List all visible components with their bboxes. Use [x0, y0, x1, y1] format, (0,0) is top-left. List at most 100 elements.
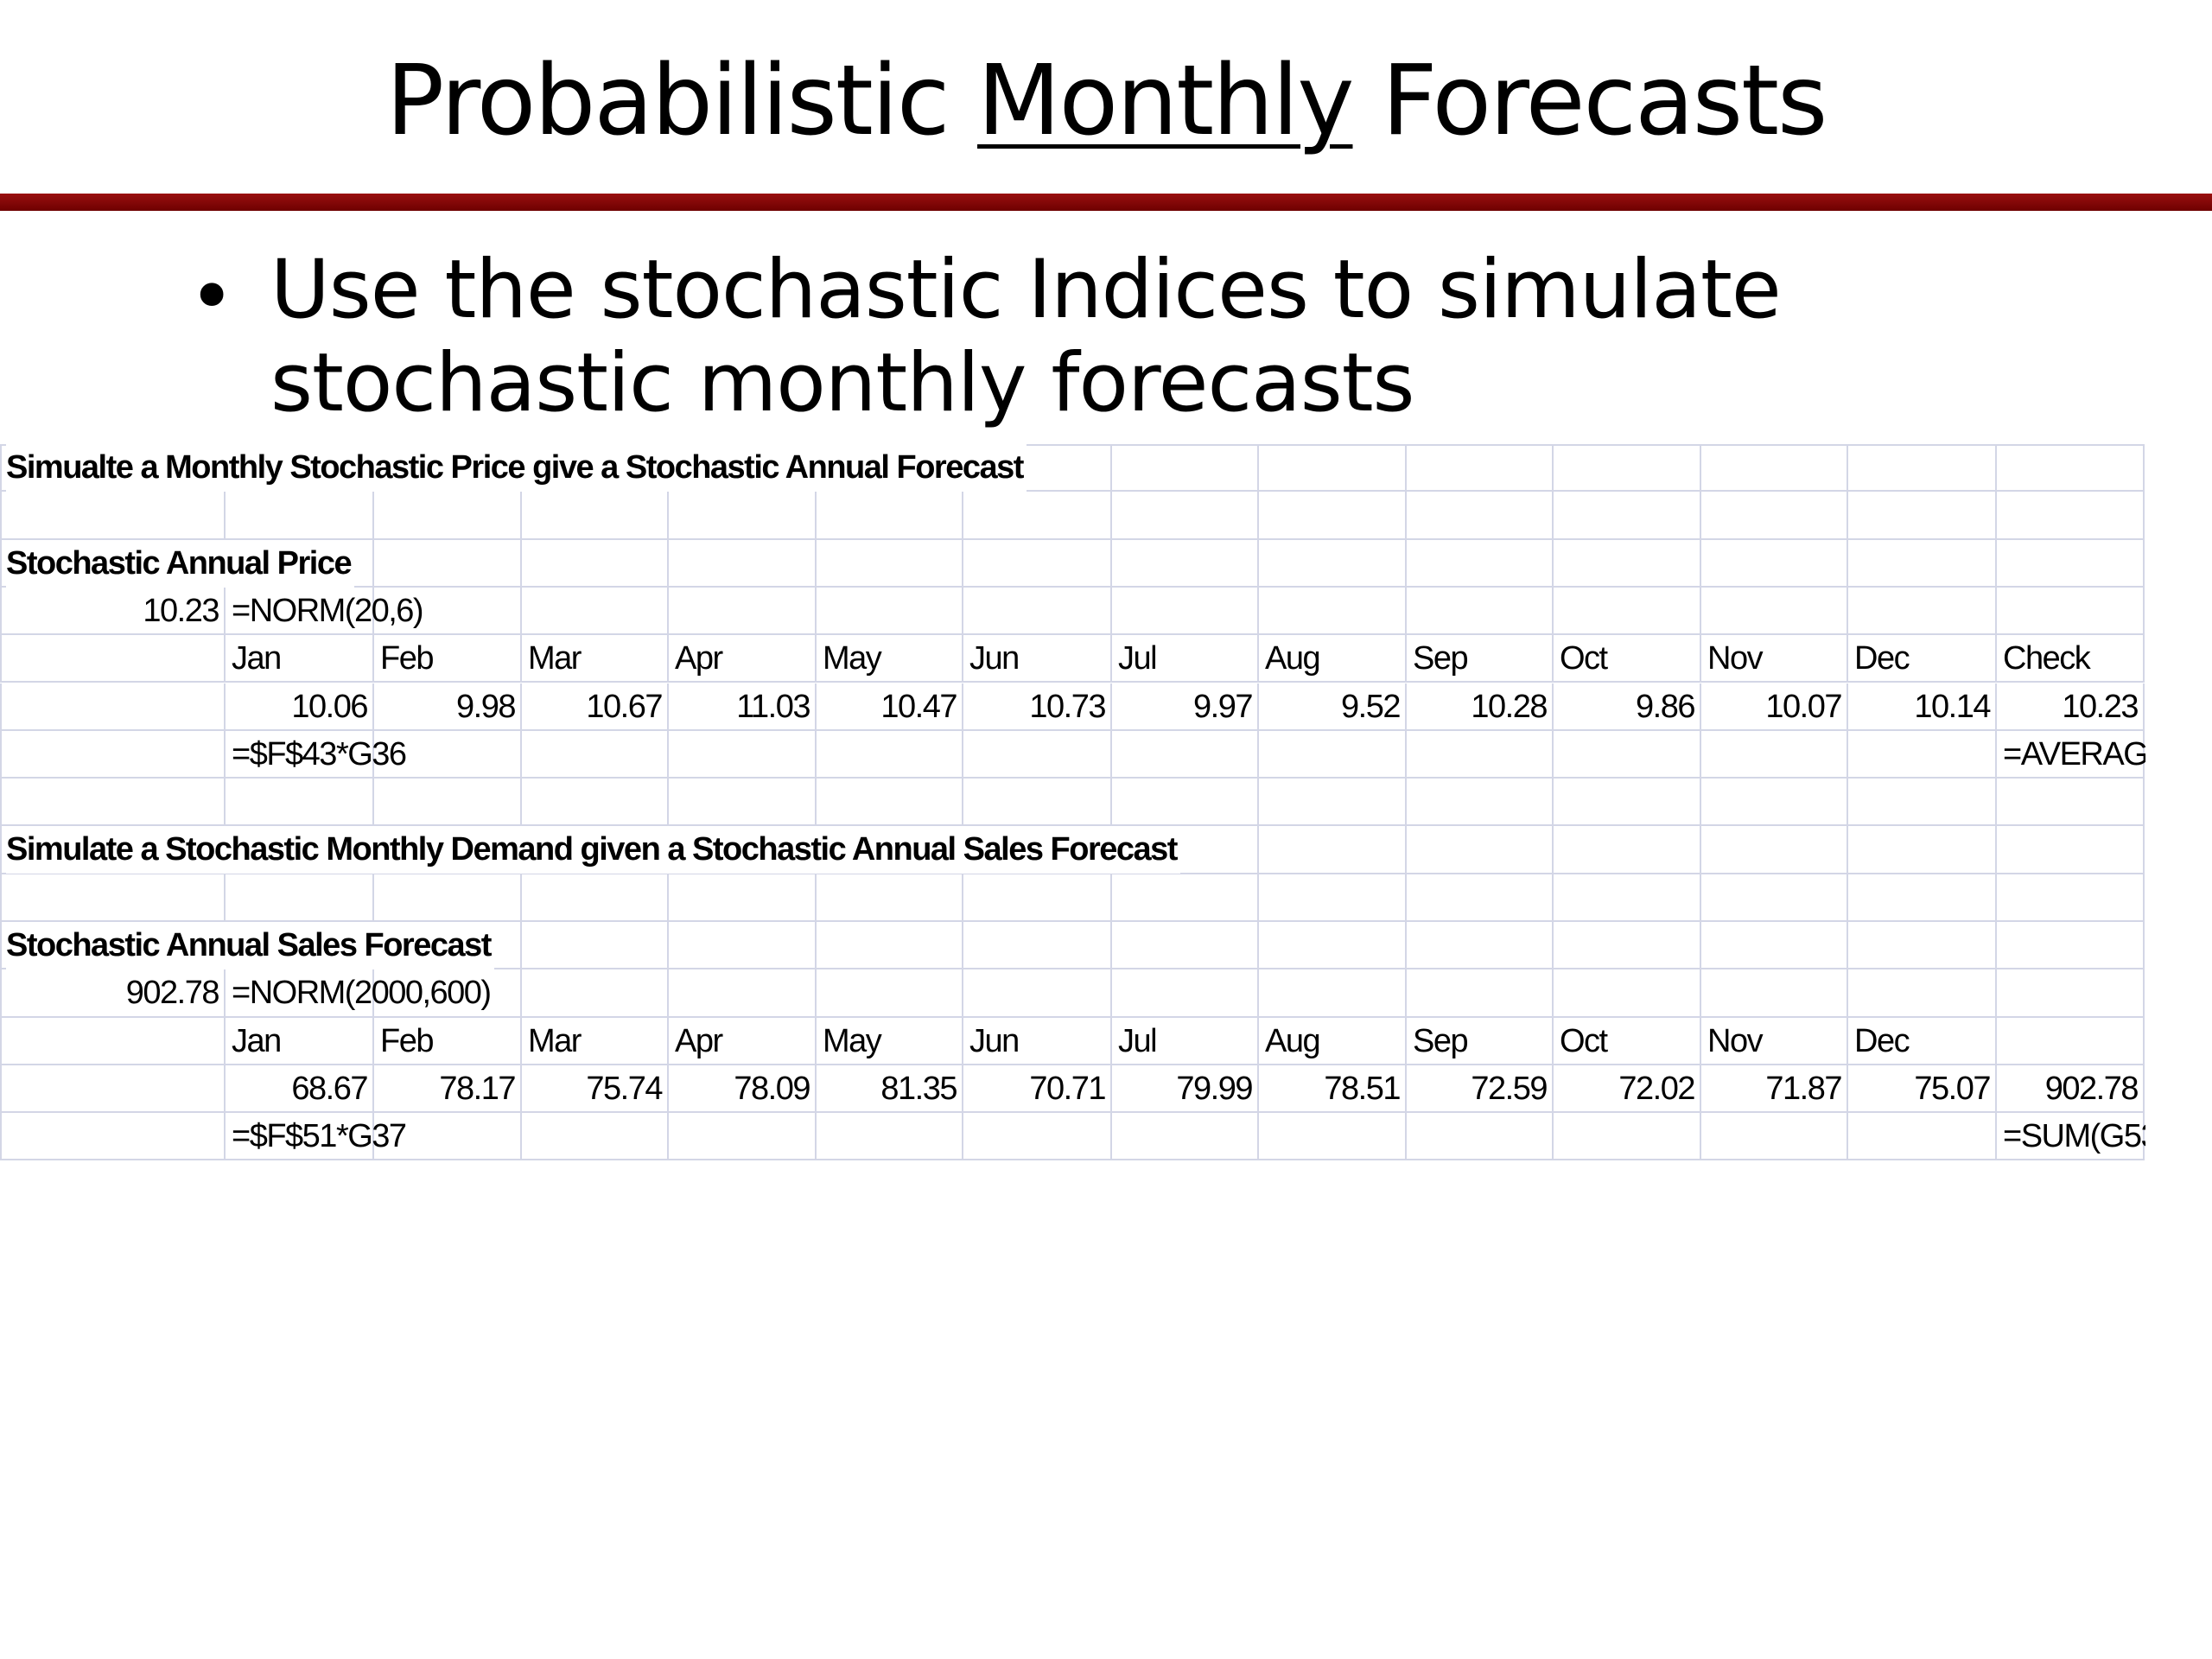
cell-text: Oct	[1560, 640, 1608, 677]
cell	[669, 969, 817, 1018]
cell	[1112, 969, 1259, 1018]
cell	[1112, 1065, 1259, 1114]
cell	[1112, 683, 1259, 731]
cell-text: Dec	[1854, 640, 1910, 677]
cell-text: Aug	[1265, 640, 1321, 677]
cell-text: 9.86	[1636, 688, 1695, 725]
cell	[963, 1017, 1112, 1065]
cell	[374, 779, 522, 827]
cell	[1554, 874, 1701, 922]
cell	[1554, 492, 1701, 540]
cell	[1554, 635, 1701, 683]
cell-text: Nov	[1707, 640, 1764, 677]
cell	[226, 730, 374, 779]
cell-text: 75.07	[1914, 1070, 1991, 1107]
cell	[669, 635, 817, 683]
cell	[1554, 444, 1701, 493]
cell-text: Dec	[1854, 1022, 1910, 1059]
cell-text: 75.74	[586, 1070, 663, 1107]
cell	[1112, 730, 1259, 779]
cell-text: Check	[2003, 640, 2091, 677]
cell	[1701, 587, 1848, 636]
cell	[0, 492, 226, 540]
cell	[1259, 922, 1407, 970]
cell-text: =NORM(2000,600)	[232, 975, 492, 1012]
cell	[374, 492, 522, 540]
cell	[1407, 635, 1554, 683]
cell	[1407, 587, 1554, 636]
cell	[1259, 874, 1407, 922]
cell	[522, 779, 669, 827]
cell	[374, 1113, 522, 1161]
title-rule	[0, 194, 2212, 211]
cell	[226, 1017, 374, 1065]
cell	[522, 969, 669, 1018]
cell	[226, 1065, 374, 1114]
cell	[1997, 730, 2145, 779]
cell	[817, 1017, 963, 1065]
cell	[1554, 1017, 1701, 1065]
cell	[1997, 969, 2145, 1018]
cell	[1997, 444, 2145, 493]
cell	[669, 683, 817, 731]
cell	[1407, 492, 1554, 540]
cell	[1701, 444, 1848, 493]
cell	[226, 779, 374, 827]
cell	[1554, 969, 1701, 1018]
cell-text: 10.07	[1765, 688, 1842, 725]
cell	[522, 683, 669, 731]
cell	[817, 683, 963, 731]
cell	[226, 1113, 374, 1161]
cell	[1997, 1017, 2145, 1065]
cell	[1554, 587, 1701, 636]
cell	[1997, 492, 2145, 540]
cell	[1848, 683, 1997, 731]
cell-text: 79.99	[1176, 1070, 1253, 1107]
cell-text: Mar	[528, 640, 582, 677]
cell	[226, 683, 374, 731]
cell	[522, 492, 669, 540]
bullet-text: Use the stochastic Indices to simulate s…	[270, 243, 1782, 430]
cell	[1997, 539, 2145, 588]
cell-text: Jan	[232, 640, 282, 677]
cell	[669, 874, 817, 922]
cell	[0, 730, 226, 779]
cell	[0, 635, 226, 683]
cell	[1997, 826, 2145, 874]
cell	[0, 1065, 226, 1114]
cell	[817, 539, 963, 588]
cell	[1701, 826, 1848, 874]
cell-text: Feb	[380, 640, 434, 677]
cell	[374, 969, 522, 1018]
cell-text: 81.35	[880, 1070, 957, 1107]
cell	[374, 539, 522, 588]
cell	[374, 1017, 522, 1065]
cell-text: 71.87	[1765, 1070, 1842, 1107]
cell-text: Nov	[1707, 1022, 1764, 1059]
cell	[1701, 1113, 1848, 1161]
cell	[1848, 1017, 1997, 1065]
cell	[1848, 635, 1997, 683]
cell	[1112, 587, 1259, 636]
cell-text: 10.06	[291, 688, 368, 725]
cell	[963, 444, 1112, 493]
cell	[817, 492, 963, 540]
cell-text: 10.28	[1471, 688, 1548, 725]
cell	[1848, 969, 1997, 1018]
cell-text: May	[823, 1022, 882, 1059]
cell	[963, 683, 1112, 731]
cell	[1407, 874, 1554, 922]
title-text: Probabilistic	[385, 45, 950, 157]
cell-heading: Simulate a Stochastic Monthly Demand giv…	[6, 826, 1180, 874]
cell	[1259, 587, 1407, 636]
cell	[1112, 874, 1259, 922]
cell-text: 9.98	[456, 688, 516, 725]
cell	[1997, 1113, 2145, 1161]
cell	[0, 1113, 226, 1161]
cell	[669, 922, 817, 970]
cell	[1997, 683, 2145, 731]
cell	[226, 587, 374, 636]
cell	[0, 683, 226, 731]
cell	[1112, 635, 1259, 683]
cell	[817, 969, 963, 1018]
